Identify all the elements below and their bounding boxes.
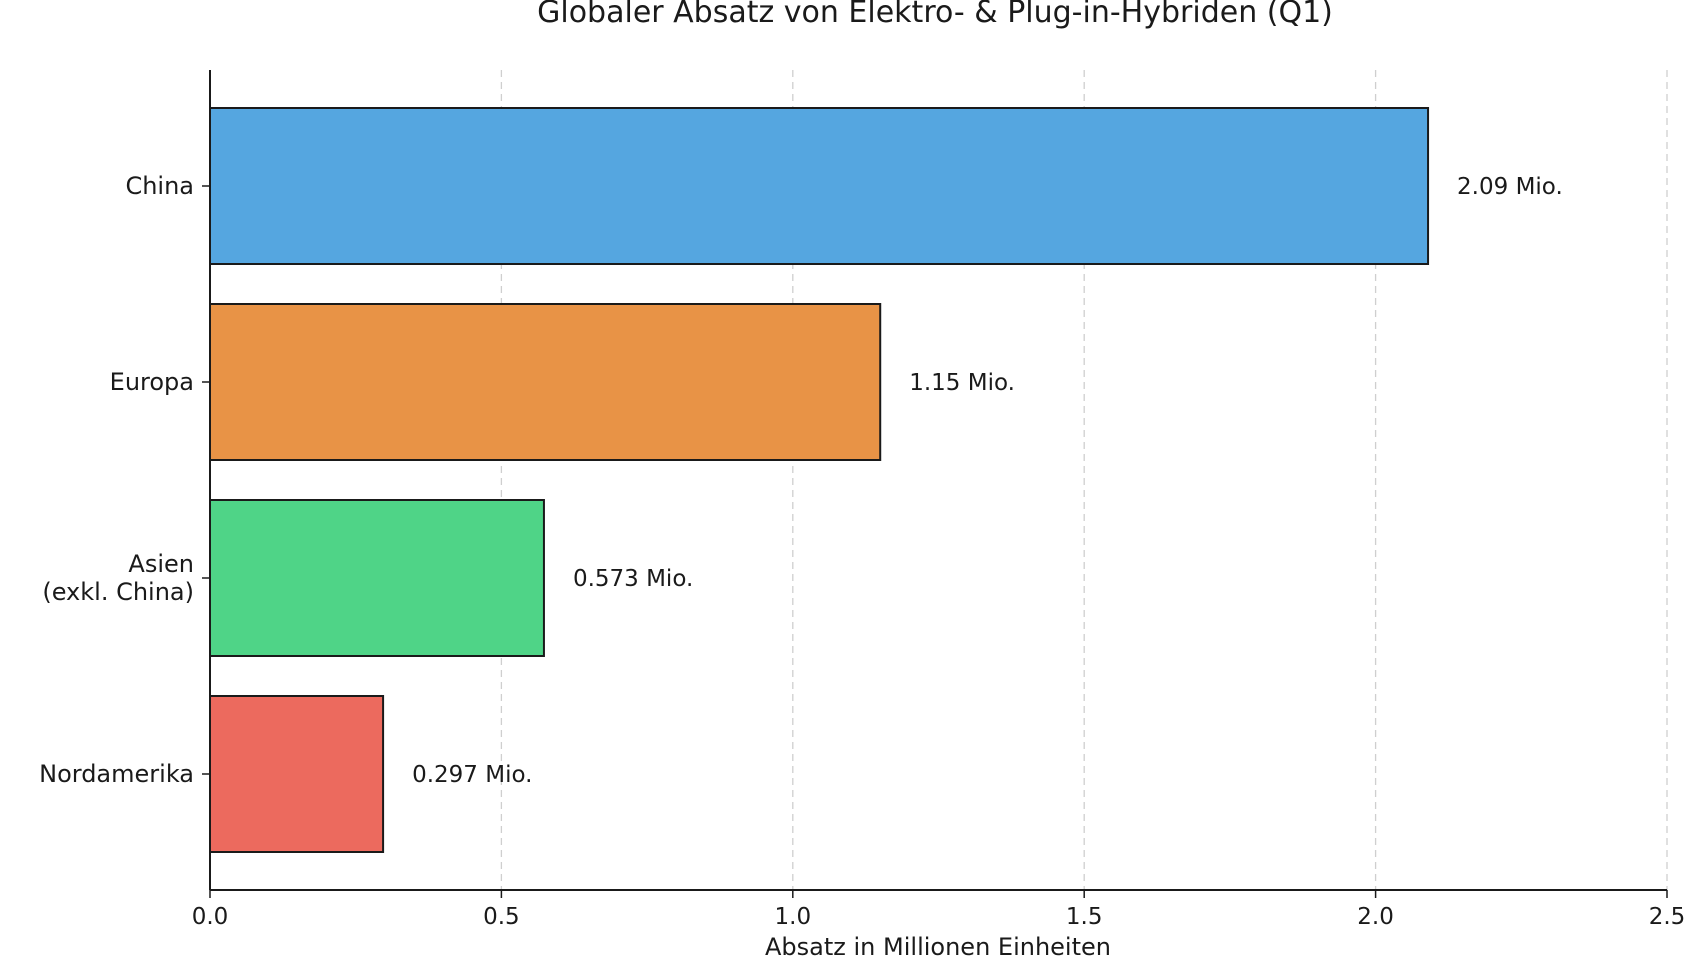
bar [209,695,385,853]
axes [202,70,1668,898]
chart-title: Globaler Absatz von Elektro- & Plug-in-H… [537,0,1333,30]
category-label: China [125,172,194,200]
x-tick-label: 1.0 [775,904,812,930]
category-label-line: Asien [128,550,194,578]
bars [209,107,1430,853]
bar [209,303,882,461]
x-tick-label: 0.0 [192,904,229,930]
x-axis-label: Absatz in Millionen Einheiten [765,933,1111,956]
category-label: Asien (exkl. China) [42,550,194,606]
category-label-line: Nordamerika [39,760,194,788]
category-label-line: China [125,172,194,200]
bar [209,107,1430,265]
data-label: 0.297 Mio. [412,762,532,788]
x-tick-label: 1.5 [1066,904,1103,930]
data-label: 1.15 Mio. [909,370,1015,396]
data-label: 2.09 Mio. [1457,174,1563,200]
category-label-line: Europa [110,368,194,396]
data-label: 0.573 Mio. [573,566,693,592]
category-label: Nordamerika [39,760,194,788]
x-tick-label: 0.5 [483,904,520,930]
x-tick-label: 2.0 [1357,904,1394,930]
category-label-line: (exkl. China) [42,578,194,606]
labels: 0.0 0.5 1.0 1.5 2.0 2.5 2.09 Mio. China 1.15 Mio… [39,172,1685,930]
bar [209,499,545,657]
x-tick-label: 2.5 [1649,904,1686,930]
category-label: Europa [110,368,194,396]
